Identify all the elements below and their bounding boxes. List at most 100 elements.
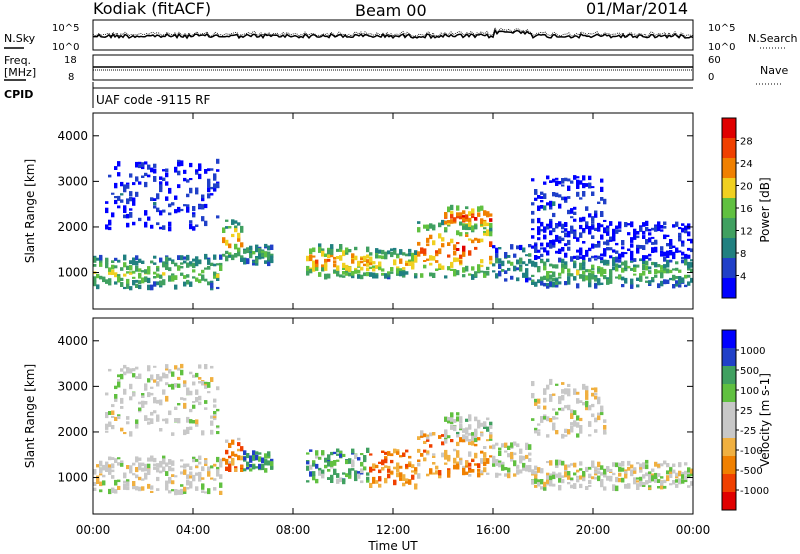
heat-cell <box>555 284 559 288</box>
heat-cell <box>687 470 691 475</box>
heat-cell <box>495 253 499 258</box>
heat-cell <box>513 441 517 446</box>
heat-cell <box>591 387 595 391</box>
heat-cell <box>546 461 550 464</box>
heat-cell <box>384 458 388 464</box>
heat-cell <box>411 474 415 477</box>
heat-cell <box>579 275 583 279</box>
heat-cell <box>126 265 130 270</box>
heat-cell <box>435 250 439 255</box>
heat-cell <box>486 439 490 442</box>
heat-cell <box>573 483 577 489</box>
heat-cell <box>633 258 637 262</box>
xtick-label: 00:00 <box>676 523 711 537</box>
heat-cell <box>690 268 694 273</box>
heat-cell <box>498 263 502 269</box>
heat-cell <box>669 277 673 281</box>
heat-cell <box>147 366 151 372</box>
heat-cell <box>96 273 100 277</box>
ytick-label: 3000 <box>57 379 88 393</box>
heat-cell <box>579 461 583 466</box>
velocity-cbar-swatch <box>722 366 736 385</box>
heat-cell <box>648 228 652 232</box>
heat-cell <box>408 463 412 468</box>
heat-cell <box>144 475 148 480</box>
heat-cell <box>357 457 361 461</box>
heat-cell <box>558 396 562 400</box>
heat-cell <box>378 476 382 481</box>
heat-cell <box>534 242 538 245</box>
heat-cell <box>126 479 130 482</box>
heat-cell <box>639 463 643 469</box>
heat-cell <box>171 273 175 276</box>
heat-cell <box>648 487 652 490</box>
heat-cell <box>618 253 622 260</box>
heat-cell <box>237 237 241 242</box>
heat-cell <box>105 226 109 229</box>
heat-cell <box>576 270 580 276</box>
heat-cell <box>633 477 637 481</box>
heat-cell <box>189 408 193 413</box>
heat-cell <box>492 270 496 273</box>
heat-cell <box>462 274 466 278</box>
heat-cell <box>249 253 253 259</box>
heat-cell <box>543 265 547 270</box>
heat-cell <box>189 390 193 396</box>
heat-cell <box>438 222 442 228</box>
heat-cell <box>213 487 217 491</box>
heat-cell <box>624 222 628 228</box>
heat-cell <box>147 468 151 474</box>
heat-cell <box>216 278 220 281</box>
heat-cell <box>681 251 685 256</box>
heat-cell <box>429 468 433 474</box>
heat-cell <box>432 224 436 231</box>
heat-cell <box>669 244 673 248</box>
heat-cell <box>660 480 664 486</box>
heat-cell <box>528 244 532 248</box>
heat-cell <box>549 280 553 283</box>
heat-cell <box>153 463 157 467</box>
heat-cell <box>624 262 628 269</box>
heat-cell <box>168 187 172 194</box>
heat-cell <box>171 460 175 464</box>
heat-cell <box>420 434 424 438</box>
heat-cell <box>165 485 169 491</box>
heat-cell <box>624 260 628 264</box>
heat-cell <box>492 444 496 447</box>
heat-cell <box>396 273 400 276</box>
heat-cell <box>630 254 634 261</box>
heat-cell <box>582 277 586 282</box>
heat-cell <box>432 240 436 246</box>
heat-cell <box>531 274 535 277</box>
heat-cell <box>432 272 436 278</box>
heat-cell <box>171 371 175 377</box>
heat-cell <box>537 479 541 483</box>
heat-cell <box>543 487 547 491</box>
heat-cell <box>306 461 310 465</box>
heat-cell <box>231 439 235 445</box>
heat-cell <box>105 257 109 263</box>
heat-cell <box>333 260 337 264</box>
heat-cell <box>141 393 145 398</box>
heat-cell <box>381 268 385 272</box>
heat-cell <box>654 461 658 467</box>
heat-cell <box>468 211 472 216</box>
heat-cell <box>117 259 121 263</box>
heat-cell <box>558 203 562 209</box>
heat-cell <box>687 261 691 267</box>
heat-cell <box>519 455 523 459</box>
heat-cell <box>429 223 433 229</box>
heat-cell <box>105 207 109 214</box>
heat-cell <box>189 419 193 424</box>
heat-cell <box>144 181 148 188</box>
heat-cell <box>633 481 637 485</box>
heat-cell <box>330 451 334 456</box>
heat-cell <box>447 471 451 478</box>
heat-cell <box>165 471 169 476</box>
heat-cell <box>543 405 547 410</box>
heat-cell <box>165 263 169 268</box>
heat-cell <box>471 208 475 214</box>
heat-cell <box>468 417 472 420</box>
heat-cell <box>573 231 577 237</box>
heat-cell <box>465 265 469 272</box>
